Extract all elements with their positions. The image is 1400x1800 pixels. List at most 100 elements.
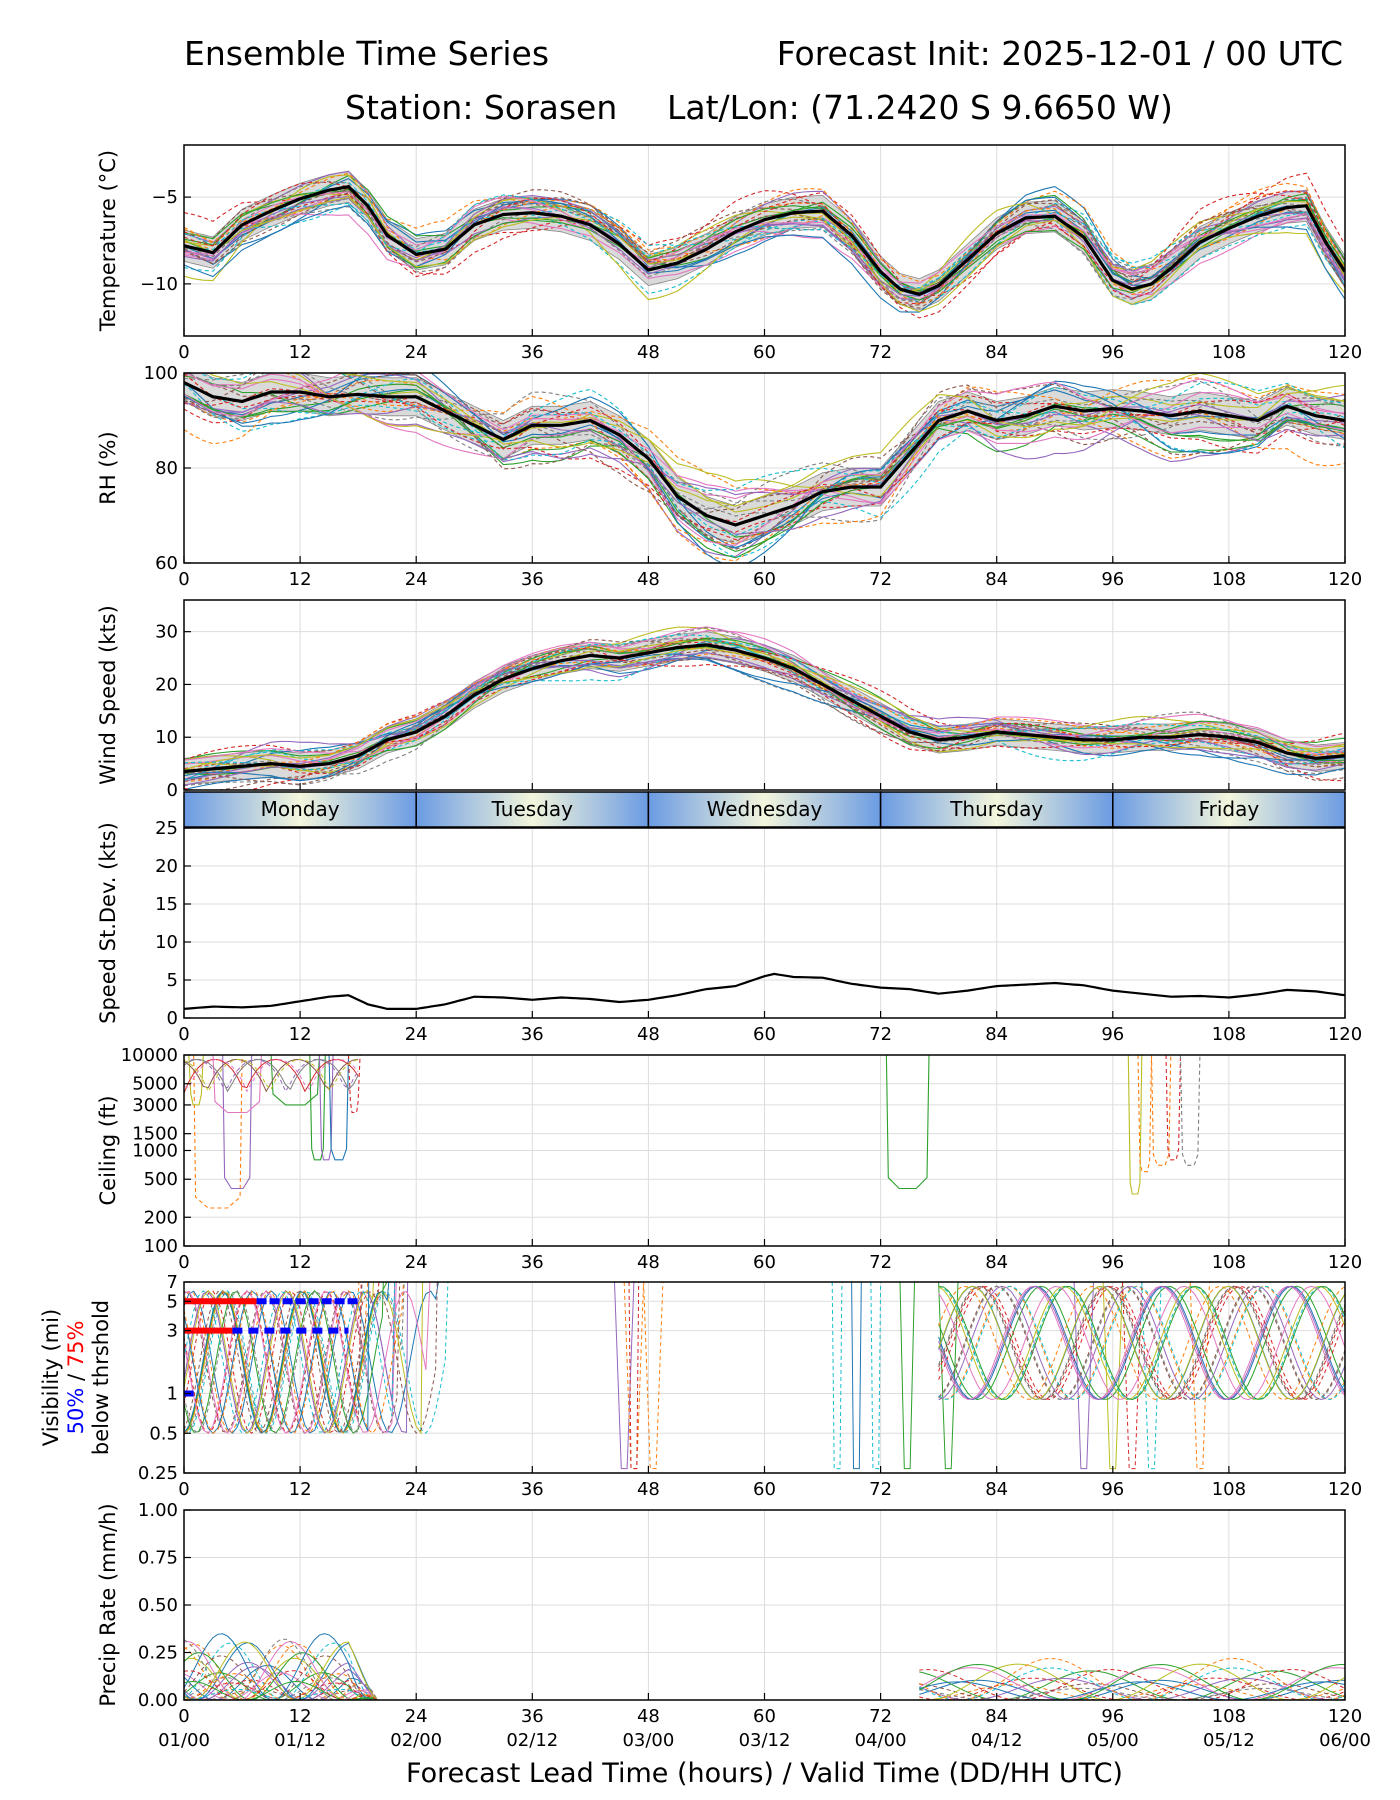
ytick-label-ceiling: 1000 [132,1141,178,1162]
vis-member [899,1282,915,1470]
xtick-label-temperature: 120 [1328,342,1362,363]
xtick-label-precip: 36 [521,1706,544,1727]
ceiling-member [1137,1055,1153,1173]
precip-member [919,1663,1345,1700]
member-line-wind [184,626,1345,765]
xtick-label-ceiling: 48 [637,1252,660,1273]
xtick-label-temperature: 0 [178,342,189,363]
member-line-rh [184,373,1345,546]
ylabel-precip: Precip Rate (mm/h) [96,1503,120,1706]
vis-member [938,1285,1345,1401]
vis-member [1189,1282,1210,1470]
label-75pct: 75% [64,1321,88,1368]
ylabel-ceiling: Ceiling (ft) [96,1095,120,1205]
xtick-label-precip: 84 [985,1706,1008,1727]
xtick-label-precip: 96 [1101,1706,1124,1727]
member-line-rh [198,373,1345,492]
vis-member [938,1285,1345,1401]
plot-area-wind [184,626,1345,790]
vis-member [643,1282,664,1470]
ceiling-member [1127,1055,1143,1195]
day-cell-wednesday [647,791,882,828]
member-line-rh [184,373,1345,563]
xtick-label-precip: 72 [869,1706,892,1727]
ceiling-member [222,1055,253,1190]
precip-member [184,1672,378,1700]
xtick-label-temperature: 72 [869,342,892,363]
xtick-label-rh: 60 [753,569,776,590]
xtick-label-ceiling: 84 [985,1252,1008,1273]
day-label-wednesday: Wednesday [707,797,823,821]
vis-member [1122,1282,1143,1470]
member-line-wind [184,657,1345,790]
ytick-label-rh: 60 [155,553,178,574]
vis-member [938,1285,1345,1401]
vis-member [184,1282,396,1434]
precip-member [919,1667,1345,1700]
member-line-rh [184,401,1345,535]
ytick-label-ceiling: 3000 [132,1095,178,1116]
vis-member [938,1285,1345,1401]
xtick-label-rh: 120 [1328,569,1362,590]
title-latlon: Lat/Lon: (71.2420 S 9.6650 W) [667,88,1173,127]
day-cell-tuesday [415,791,650,828]
member-line-rh [184,379,1345,562]
xtick-label-temperature: 12 [289,342,312,363]
xtick-label-precip: 12 [289,1706,312,1727]
member-line-rh [240,373,1345,497]
ytick-label-ceiling: 10000 [121,1045,178,1066]
member-line-temperature [184,172,1345,305]
ytick-label-ceiling: 100 [144,1236,178,1257]
xtick-label-precip: 48 [637,1706,660,1727]
xtick-label-visibility: 12 [289,1479,312,1500]
ytick-label-wind: 30 [155,622,178,643]
ytick-label-speed_stdev: 5 [167,970,178,991]
ytick-label-wind: 20 [155,674,178,695]
xtick-label-visibility: 96 [1101,1479,1124,1500]
ytick-label-temperature: −10 [140,274,178,295]
xtick-label-speed_stdev: 108 [1212,1024,1246,1045]
panel-wind: 0 10 20 30 Wind Speed (kts) [96,599,1346,801]
label-sep: / [64,1367,88,1387]
xtick-label-ceiling: 12 [289,1252,312,1273]
ytick-label-speed_stdev: 20 [155,856,178,877]
precip-member [919,1687,1345,1700]
xtick-label-precip: 0 [178,1706,189,1727]
member-line-wind [184,627,1345,775]
xtick-label-visibility: 108 [1212,1479,1246,1500]
day-label-friday: Friday [1199,797,1260,821]
xtick-label-temperature: 24 [405,342,428,363]
vis-member [184,1282,384,1434]
ytick-label-speed_stdev: 25 [155,818,178,839]
xtick-label-visibility: 48 [637,1479,660,1500]
vis-member [184,1282,374,1434]
vis-member [938,1285,1345,1401]
member-line-rh [187,373,1345,510]
xtick-label-ceiling: 120 [1328,1252,1362,1273]
xtick-label-temperature: 60 [753,342,776,363]
xtick-label-rh: 48 [637,569,660,590]
ceiling-member [1165,1055,1182,1161]
vis-member [938,1285,1345,1401]
day-cell-friday [1112,791,1346,828]
vis-member [938,1285,1345,1401]
precip-member [184,1655,378,1700]
ylabel-speed_stdev: Speed St.Dev. (kts) [96,822,120,1024]
vis-member [938,1285,1345,1401]
vis-member [628,1282,640,1470]
plot-area-speed_stdev [184,972,1345,1010]
precip-member [184,1688,378,1700]
precip-member [919,1663,1345,1700]
valid-time-label: 05/12 [1203,1730,1255,1751]
member-line-rh [184,373,1345,504]
precip-member [184,1633,378,1700]
precip-member [184,1641,378,1700]
ytick-label-precip: 0.00 [138,1690,178,1711]
ytick-label-speed_stdev: 0 [167,1008,178,1029]
vis-member [614,1282,635,1470]
panel-speed_stdev: 0 5 10 15 20 25 0 12 24 36 48 60 72 84 96 108 120 Speed S… [96,818,1362,1045]
xtick-label-visibility: 60 [753,1479,776,1500]
xtick-label-rh: 12 [289,569,312,590]
panel-temperature: −10 −5 0 12 24 36 48 60 72 84 96 108 120 Temperature … [96,144,1362,363]
